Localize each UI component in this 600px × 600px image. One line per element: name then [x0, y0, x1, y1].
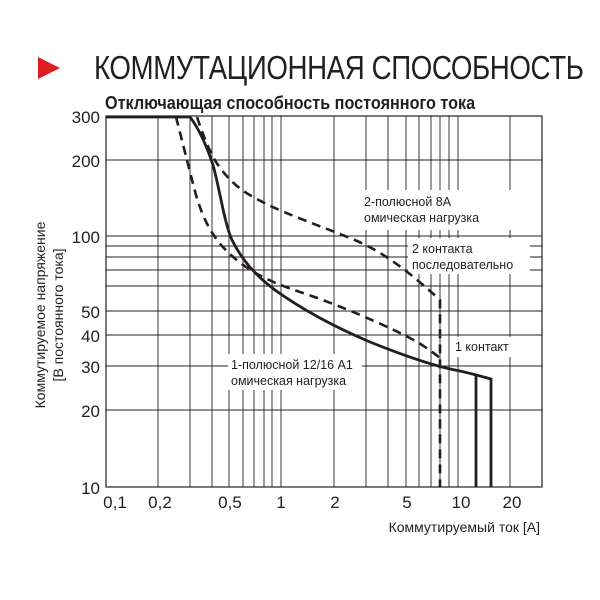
series-2-contacts: [174, 116, 441, 360]
y-tick: 20: [81, 402, 100, 421]
x-tick: 20: [503, 493, 522, 512]
page-header: КОММУТАЦИОННАЯ СПОСОБНОСТЬ: [38, 46, 600, 90]
svg-text:Коммутируемое напряжение: Коммутируемое напряжение: [32, 221, 48, 408]
chart-subtitle: Отключающая способность постоянного тока: [105, 93, 476, 113]
svg-text:[В постоянного тока]: [В постоянного тока]: [50, 249, 66, 382]
y-tick: 10: [81, 479, 100, 498]
y-tick: 30: [81, 358, 100, 377]
annotation-2pole-8a-load: омическая нагрузка: [364, 211, 479, 225]
y-tick: 50: [81, 303, 100, 322]
label-bg: [450, 337, 520, 357]
x-tick: 2: [330, 493, 339, 512]
y-tick: 300: [72, 108, 100, 127]
x-axis-title: Коммутируемый ток [A]: [389, 519, 540, 535]
x-tick: 5: [402, 493, 411, 512]
series-2pole-8a: [195, 116, 442, 487]
annotation-2-contacts: 2 контакта: [412, 242, 473, 256]
x-tick: 1: [276, 493, 285, 512]
vertical-grid: [157, 116, 511, 487]
annotation-2pole-8a: 2-полюсной 8A: [364, 195, 452, 209]
x-tick: 10: [452, 493, 471, 512]
annotation-1pole-load: омическая нагрузка: [231, 374, 346, 388]
y-tick: 100: [72, 228, 100, 247]
plot-frame: [105, 115, 543, 488]
y-tick: 200: [72, 152, 100, 171]
y-axis-ticks: 10 20 30 40 50 100 200 300: [72, 108, 100, 498]
red-triangle-icon: [38, 57, 60, 79]
series-1-contact: [106, 115, 493, 487]
y-axis-title: Коммутируемое напряжение [В постоянного …: [32, 221, 66, 408]
x-axis-ticks: 0,1 0,2 0,5 1 2 5 10 20: [103, 493, 521, 512]
page-title: КОММУТАЦИОННАЯ СПОСОБНОСТЬ: [94, 49, 584, 86]
annotation-1pole-12-16a: 1-полюсной 12/16 A1: [231, 358, 353, 372]
x-tick: 0,5: [218, 493, 242, 512]
x-tick: 0,2: [148, 493, 172, 512]
annotation-2-contacts-series: последовательно: [412, 258, 513, 272]
label-bg: [358, 190, 518, 230]
label-bg: [408, 238, 530, 274]
label-bg: [228, 354, 362, 390]
y-tick: 40: [81, 327, 100, 346]
x-tick: 0,1: [103, 493, 127, 512]
annotation-1-contact: 1 контакт: [455, 340, 509, 354]
